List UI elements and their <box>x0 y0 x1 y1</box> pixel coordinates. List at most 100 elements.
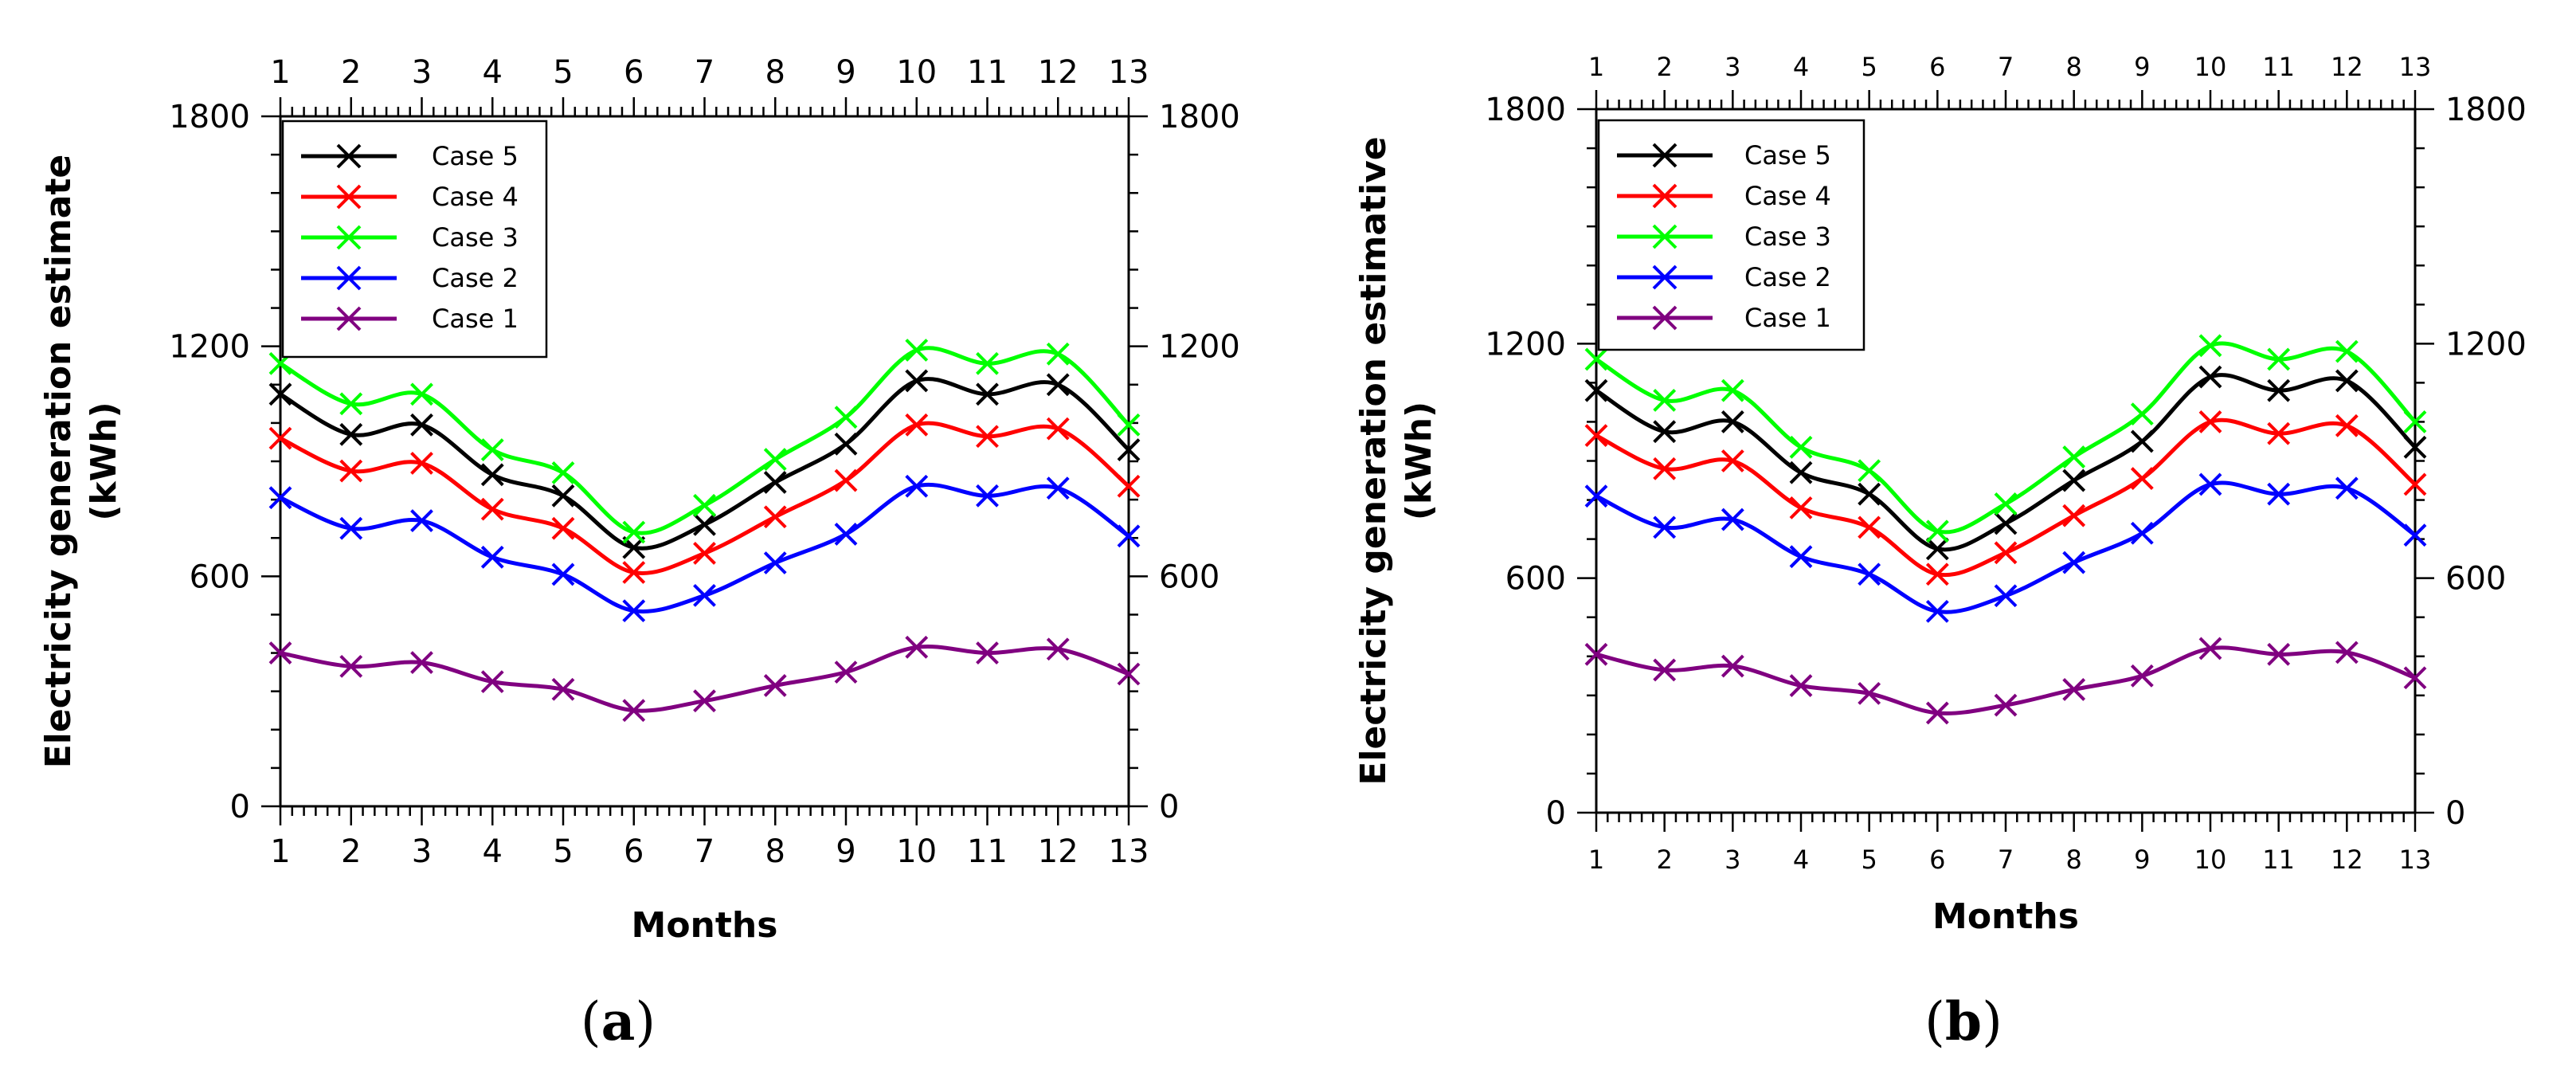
x-tick-label: 7 <box>695 833 714 870</box>
data-point-case-1 <box>1994 693 2018 717</box>
marker-stroke <box>2403 666 2427 690</box>
data-point-case-1 <box>1789 674 1813 697</box>
marker-stroke <box>2062 445 2086 469</box>
y-axis-title: Electricity generation estimative <box>1353 136 1394 785</box>
y-tick-label-right: 1800 <box>1159 99 1240 135</box>
series-line-case-4 <box>279 421 1130 575</box>
panel-label-open-paren: ( <box>1924 991 1945 1052</box>
y-tick-label-right: 0 <box>1159 789 1179 825</box>
data-point-case-4 <box>1925 562 1949 586</box>
marker-stroke <box>1789 496 1813 519</box>
data-point-case-2 <box>2198 472 2222 496</box>
y-axis-title: Electricity generation estimate <box>38 155 79 769</box>
marker-stroke <box>339 422 363 446</box>
marker-stroke <box>834 468 858 492</box>
data-point-case-4 <box>976 425 999 449</box>
data-point-case-3 <box>834 406 858 429</box>
y-tick-label: 600 <box>190 559 250 595</box>
legend-label: Case 5 <box>1744 140 1831 171</box>
data-point-case-2 <box>622 599 646 623</box>
data-point-case-4 <box>551 516 575 540</box>
data-point-case-2 <box>480 545 504 569</box>
marker-stroke <box>834 522 858 546</box>
legend-item: Case 3 <box>1617 221 1831 252</box>
legend-label: Case 5 <box>432 141 519 171</box>
data-point-case-5 <box>976 382 999 406</box>
data-point-case-5 <box>2062 468 2086 492</box>
data-point-case-1 <box>2062 678 2086 701</box>
x-tick-label: 12 <box>2331 845 2363 875</box>
marker-stroke <box>2062 678 2086 701</box>
marker-stroke <box>905 339 929 362</box>
marker-stroke <box>1858 482 1881 506</box>
data-point-case-4 <box>622 561 646 584</box>
data-point-case-2 <box>2403 523 2427 547</box>
x-tick-label-top: 11 <box>2262 52 2295 82</box>
marker-stroke <box>1653 515 1677 539</box>
marker-stroke <box>480 463 504 487</box>
data-point-case-3 <box>1789 435 1813 459</box>
data-point-case-5 <box>1994 512 2018 535</box>
data-point-case-1 <box>693 689 716 713</box>
marker-stroke <box>2335 339 2359 363</box>
marker-stroke <box>2198 410 2222 433</box>
legend-swatch-marker <box>1652 305 1678 331</box>
y-tick-label-right: 1200 <box>2445 326 2527 363</box>
legend-label: Case 2 <box>432 263 519 293</box>
x-tick-label-top: 1 <box>1588 52 1604 82</box>
data-point-case-2 <box>1653 515 1677 539</box>
marker-stroke <box>1994 512 2018 535</box>
marker-stroke <box>2198 472 2222 496</box>
x-tick-label: 13 <box>2399 845 2432 875</box>
legend-label: Case 4 <box>1744 181 1831 211</box>
marker-stroke <box>976 351 999 375</box>
marker-stroke <box>763 674 787 697</box>
marker-stroke <box>1925 562 1949 586</box>
series-group <box>268 339 1141 723</box>
x-tick-label-top: 12 <box>2331 52 2363 82</box>
x-axis-title: Months <box>632 905 778 946</box>
panel-label: (a) <box>581 990 656 1052</box>
marker-stroke <box>2267 642 2291 666</box>
data-point-case-5 <box>2403 435 2427 459</box>
marker-stroke <box>763 505 787 529</box>
marker-stroke <box>1117 474 1141 498</box>
marker-stroke <box>622 599 646 623</box>
marker-stroke <box>763 551 787 574</box>
data-point-case-5 <box>268 382 292 406</box>
marker-stroke <box>1994 584 2018 608</box>
data-point-case-4 <box>905 413 929 437</box>
legend-swatch-marker <box>1652 224 1678 249</box>
legend-item: Case 5 <box>1617 140 1831 171</box>
marker-stroke <box>1721 654 1744 678</box>
marker-stroke <box>480 438 504 461</box>
x-tick-label-top: 6 <box>624 54 644 91</box>
data-point-case-5 <box>1653 420 1677 444</box>
x-tick-label: 13 <box>1109 833 1149 870</box>
marker-stroke <box>1584 424 1608 448</box>
y-tick-label-right: 0 <box>2445 795 2465 832</box>
x-tick-label-top: 2 <box>341 54 361 91</box>
marker-stroke <box>1117 438 1141 461</box>
marker-stroke <box>339 392 363 416</box>
marker-stroke <box>622 520 646 544</box>
y-tick-label: 1200 <box>169 329 250 366</box>
data-point-case-1 <box>834 660 858 684</box>
data-point-case-2 <box>905 474 929 498</box>
x-tick-label: 5 <box>553 833 573 870</box>
data-point-case-1 <box>1858 681 1881 705</box>
x-tick-label-top: 3 <box>1725 52 1740 82</box>
data-point-case-3 <box>693 493 716 517</box>
marker-stroke <box>1925 701 1949 725</box>
marker-stroke <box>1653 389 1677 412</box>
x-tick-label: 9 <box>2134 845 2150 875</box>
marker-stroke <box>410 382 433 406</box>
data-point-case-3 <box>2198 334 2222 358</box>
marker-stroke <box>2198 637 2222 660</box>
marker-stroke <box>2062 551 2086 574</box>
data-point-case-1 <box>763 674 787 697</box>
data-point-case-4 <box>339 459 363 483</box>
legend-swatch-marker <box>336 225 362 250</box>
marker-stroke <box>2267 347 2291 371</box>
data-point-case-5 <box>905 369 929 393</box>
